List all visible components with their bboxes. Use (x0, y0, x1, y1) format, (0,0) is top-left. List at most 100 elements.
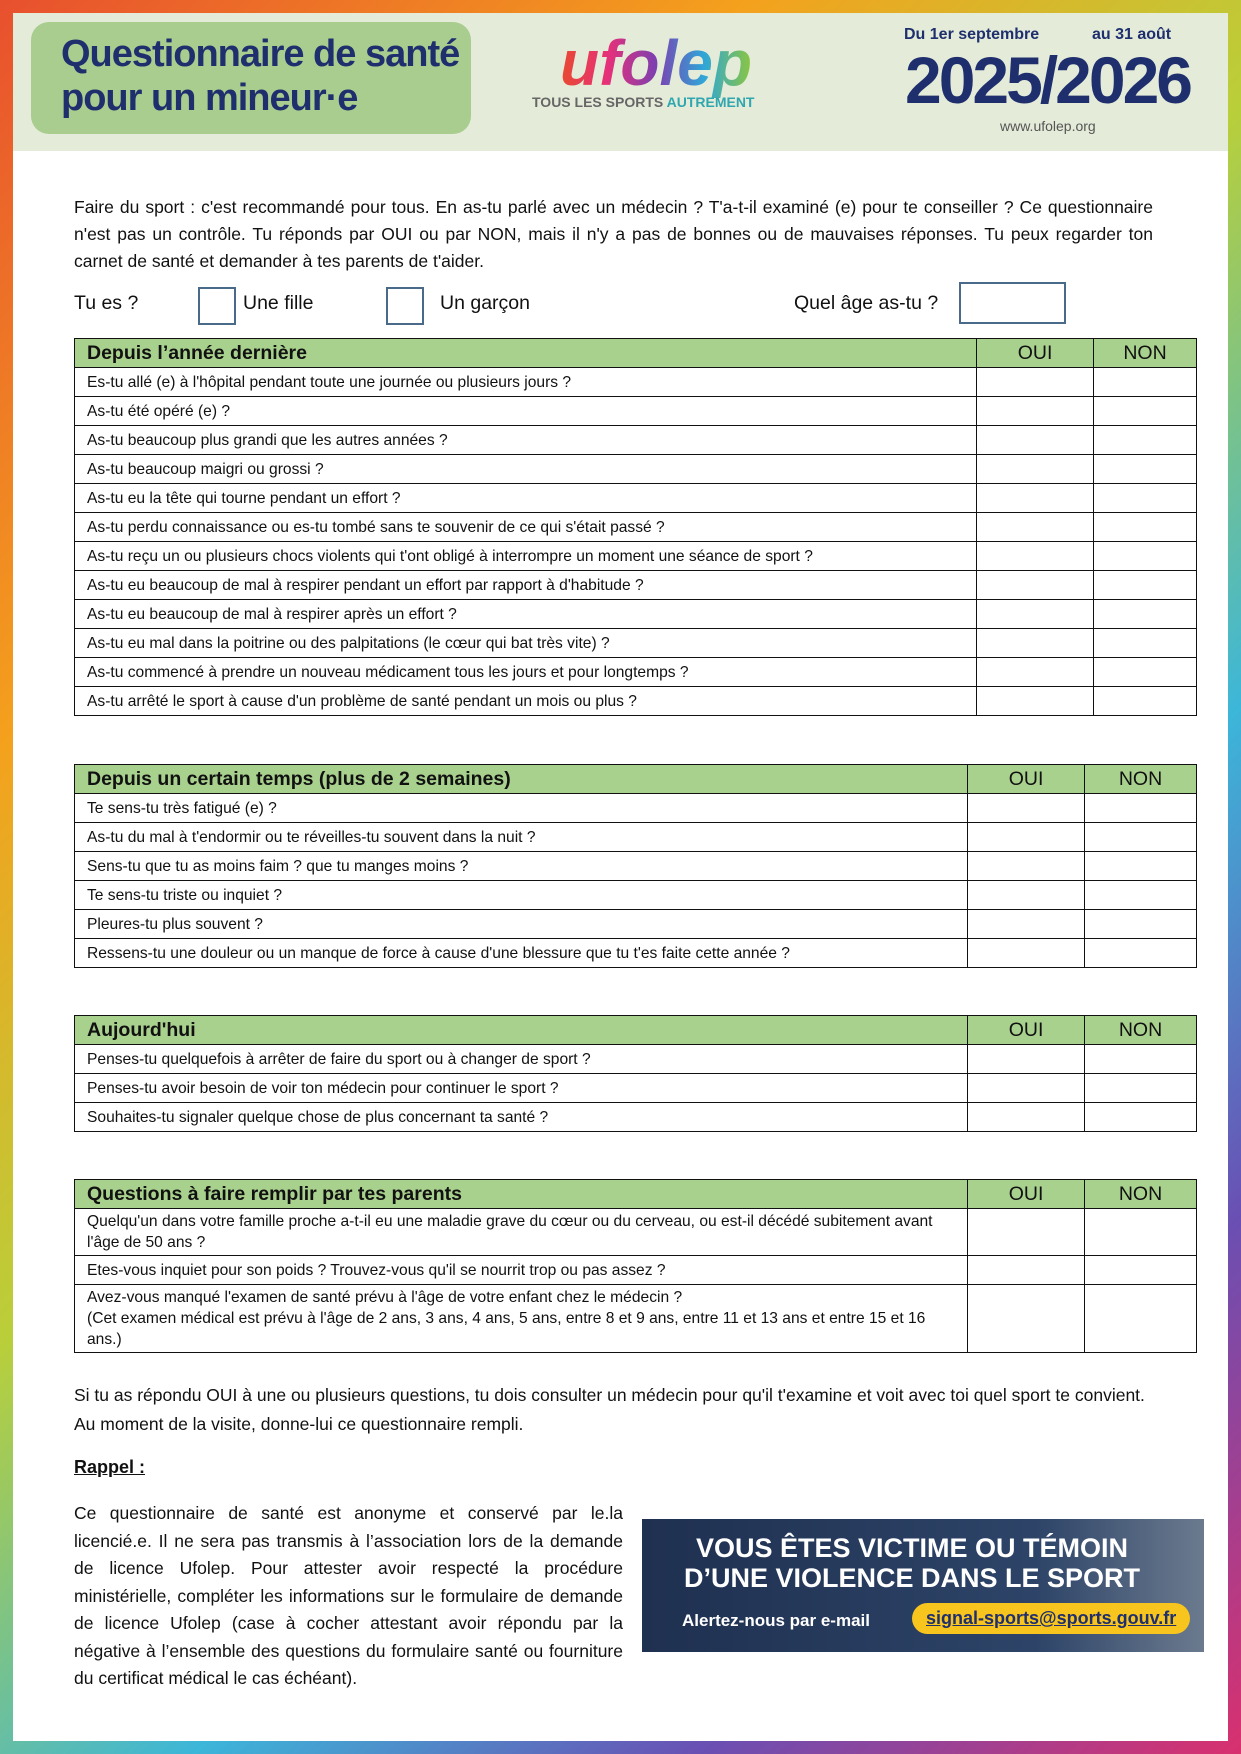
yes-cell[interactable] (967, 1073, 1086, 1103)
yes-cell[interactable] (967, 851, 1086, 881)
yes-cell[interactable] (967, 1255, 1086, 1285)
no-cell[interactable] (1093, 599, 1197, 629)
question-row: As-tu arrêté le sport à cause d'un probl… (73, 686, 1197, 716)
no-cell[interactable] (1084, 822, 1197, 852)
yes-cell[interactable] (976, 541, 1095, 571)
question-row: Es-tu allé (e) à l'hôpital pendant toute… (73, 367, 1197, 397)
banner-line: VOUS ÊTES VICTIME OU TÉMOIN (695, 1533, 1129, 1563)
no-header: NON (1084, 1179, 1197, 1209)
section-title: Aujourd'hui (73, 1015, 969, 1045)
banner-line: D’UNE VIOLENCE DANS LE SPORT (683, 1563, 1141, 1593)
no-cell[interactable] (1093, 483, 1197, 513)
no-cell[interactable] (1084, 1044, 1197, 1074)
question-row: Penses-tu avoir besoin de voir ton médec… (73, 1073, 1197, 1103)
intro: Faire du sport : c'est recommandé pour t… (74, 197, 1153, 271)
question-table: Aujourd'hui OUI NON Penses-tu quelquefois à… (73, 1015, 1197, 1132)
section-title: Depuis l’année dernière (73, 338, 978, 368)
period-to: au 31 août (1092, 26, 1172, 43)
yes-cell[interactable] (976, 483, 1095, 513)
yes-cell[interactable] (976, 599, 1095, 629)
checkbox[interactable] (198, 287, 236, 325)
no-cell[interactable] (1093, 425, 1197, 455)
yes-cell[interactable] (967, 938, 1086, 968)
no-cell[interactable] (1084, 1255, 1197, 1285)
no-cell[interactable] (1093, 541, 1197, 571)
yes-cell[interactable] (967, 1284, 1086, 1353)
no-cell[interactable] (1084, 880, 1197, 910)
conclusion: Si tu as répondu OUI à une ou plusieurs … (74, 1385, 1145, 1434)
no-cell[interactable] (1093, 657, 1197, 687)
no-cell[interactable] (1093, 512, 1197, 542)
tagline-1: TOUS LES SPORTS (532, 94, 664, 110)
question: As-tu perdu connaissance ou es-tu tombé … (73, 512, 978, 542)
question: Ressens-tu une douleur ou un manque de f… (73, 938, 969, 968)
checkbox[interactable] (386, 287, 424, 325)
no-cell[interactable] (1084, 909, 1197, 939)
yes-cell[interactable] (967, 822, 1086, 852)
title-line: Questionnaire de santé (61, 33, 460, 75)
question-row: As-tu beaucoup plus grandi que les autre… (73, 425, 1197, 455)
yes-cell[interactable] (976, 628, 1095, 658)
yes-cell[interactable] (967, 793, 1086, 823)
yes-cell[interactable] (976, 570, 1095, 600)
question-row: Sens-tu que tu as moins faim ? que tu ma… (73, 851, 1197, 881)
no-cell[interactable] (1084, 851, 1197, 881)
yes-cell[interactable] (976, 367, 1095, 397)
age-input[interactable] (959, 282, 1066, 324)
question-row: As-tu été opéré (e) ? (73, 396, 1197, 426)
no-cell[interactable] (1093, 396, 1197, 426)
no-cell[interactable] (1084, 1102, 1197, 1132)
question-row: As-tu du mal à t'endormir ou te réveille… (73, 822, 1197, 852)
period-from: Du 1er septembre (904, 26, 1040, 43)
yes-cell[interactable] (967, 880, 1086, 910)
reminder-title: Rappel : (74, 1457, 146, 1477)
no-cell[interactable] (1084, 1208, 1197, 1256)
no-cell[interactable] (1093, 367, 1197, 397)
question: As-tu eu la tête qui tourne pendant un e… (73, 483, 978, 513)
yes-cell[interactable] (976, 425, 1095, 455)
no-cell[interactable] (1093, 570, 1197, 600)
yes-cell[interactable] (967, 1208, 1086, 1256)
no-cell[interactable] (1084, 1073, 1197, 1103)
yes-cell[interactable] (976, 396, 1095, 426)
yes-cell[interactable] (976, 686, 1095, 716)
question-table: Questions à faire remplir par tes parent… (73, 1179, 1197, 1353)
yes-cell[interactable] (967, 1044, 1086, 1074)
no-cell[interactable] (1093, 628, 1197, 658)
question-row: As-tu perdu connaissance ou es-tu tombé … (73, 512, 1197, 542)
banner-email[interactable]: signal-sports@sports.gouv.fr (912, 1603, 1191, 1634)
tagline-2: AUTREMENT (666, 94, 755, 110)
no-cell[interactable] (1093, 686, 1197, 716)
reminder-text: Ce questionnaire de santé est anonyme et… (74, 1503, 623, 1688)
yes-cell[interactable] (967, 909, 1086, 939)
yes-header: OUI (967, 1179, 1086, 1209)
question-row: Avez-vous manqué l'examen de santé prévu… (73, 1284, 1197, 1353)
question: As-tu beaucoup plus grandi que les autre… (73, 425, 978, 455)
question-row: As-tu eu mal dans la poitrine ou des pal… (73, 628, 1197, 658)
yes-cell[interactable] (976, 657, 1095, 687)
question: Quelqu'un dans votre famille proche a-t-… (73, 1208, 969, 1256)
question: Penses-tu quelquefois à arrêter de faire… (73, 1044, 969, 1074)
section-title: Depuis un certain temps (plus de 2 semai… (73, 764, 969, 794)
question: Pleures-tu plus souvent ? (73, 909, 969, 939)
yes-cell[interactable] (976, 512, 1095, 542)
question-row: Souhaites-tu signaler quelque chose de p… (73, 1102, 1197, 1132)
question: As-tu reçu un ou plusieurs chocs violent… (73, 541, 978, 571)
no-cell[interactable] (1093, 454, 1197, 484)
yes-cell[interactable] (976, 454, 1095, 484)
no-cell[interactable] (1084, 793, 1197, 823)
option: Une fille (243, 292, 314, 314)
question-row: Etes-vous inquiet pour son poids ? Trouv… (73, 1255, 1197, 1285)
season: 2025/2026 (905, 43, 1193, 117)
question-row: Pleures-tu plus souvent ? (73, 909, 1197, 939)
question: Penses-tu avoir besoin de voir ton médec… (73, 1073, 969, 1103)
no-cell[interactable] (1084, 1284, 1197, 1353)
yes-header: OUI (976, 338, 1095, 368)
no-cell[interactable] (1084, 938, 1197, 968)
question: As-tu commencé à prendre un nouveau médi… (73, 657, 978, 687)
option: Un garçon (440, 292, 530, 314)
no-header: NON (1084, 1015, 1197, 1045)
yes-header: OUI (967, 764, 1086, 794)
yes-cell[interactable] (967, 1102, 1086, 1132)
